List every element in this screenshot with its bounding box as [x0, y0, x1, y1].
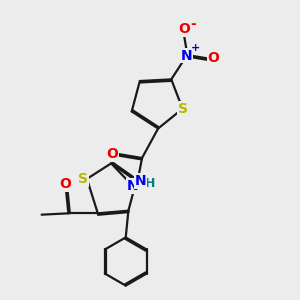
Text: S: S [178, 102, 188, 116]
Text: N: N [181, 49, 192, 63]
Text: -: - [190, 17, 196, 31]
Text: O: O [60, 177, 72, 191]
Text: O: O [107, 147, 118, 161]
Text: H: H [145, 177, 155, 190]
Text: S: S [78, 172, 88, 186]
Text: N: N [134, 174, 146, 188]
Text: O: O [178, 22, 190, 36]
Text: +: + [190, 43, 200, 53]
Text: O: O [207, 52, 219, 65]
Text: N: N [127, 179, 139, 193]
